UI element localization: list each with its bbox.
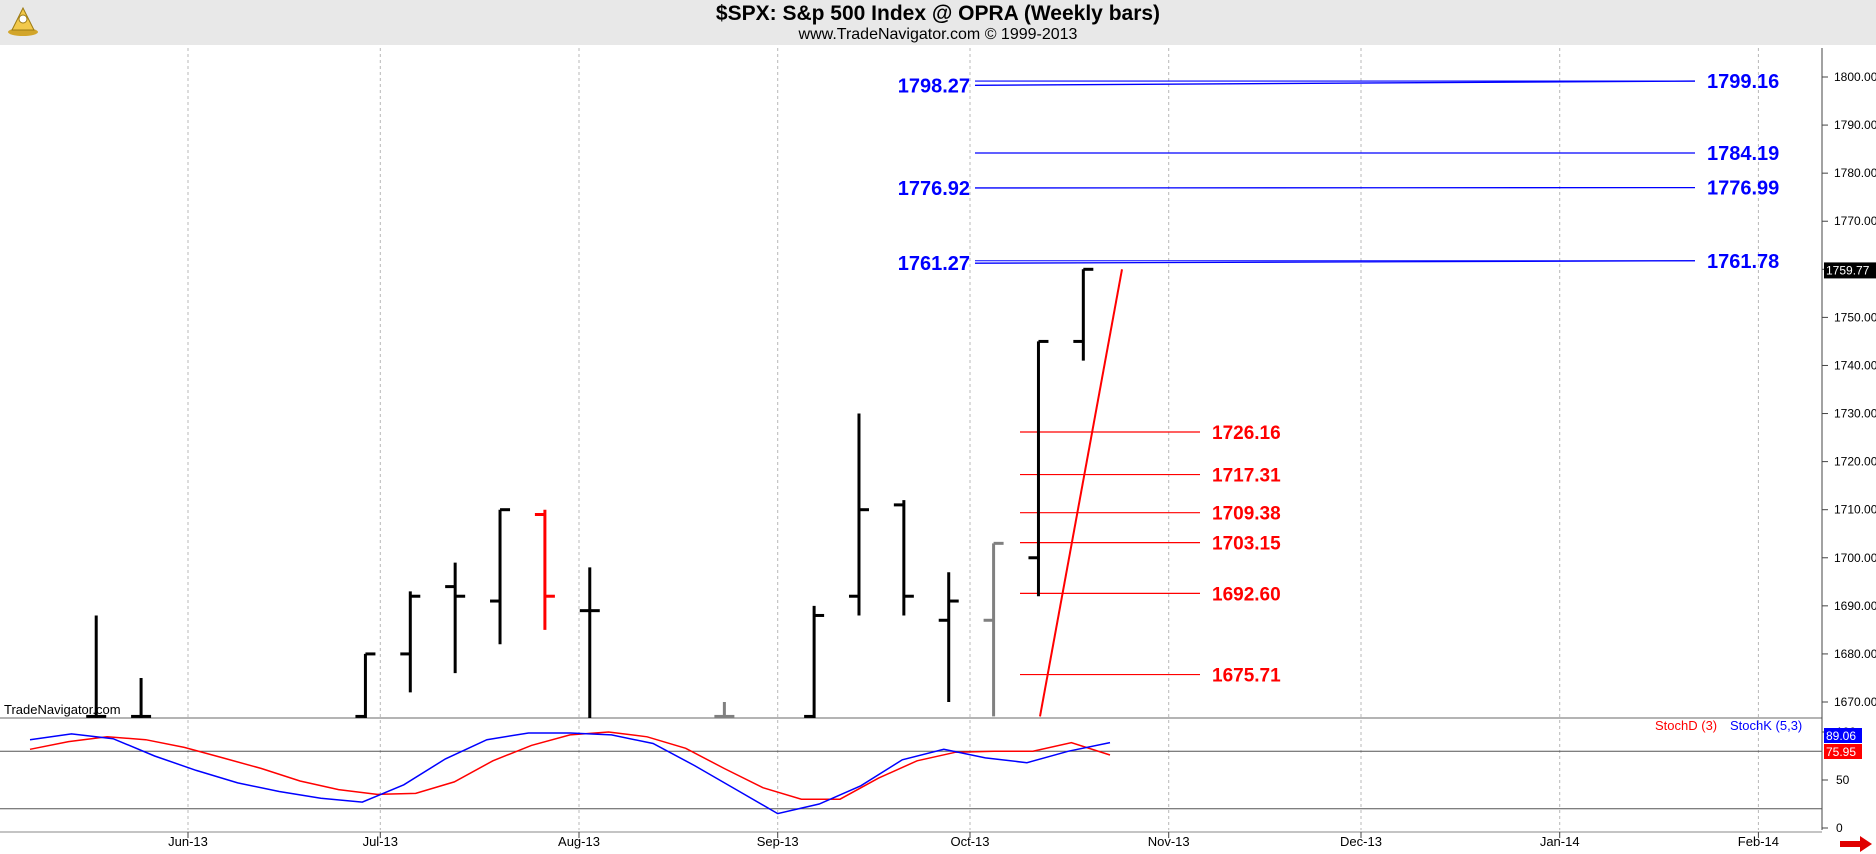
y-tick-label: 1680.00	[1834, 647, 1876, 661]
x-tick-label: Dec-13	[1340, 834, 1382, 849]
y-tick-label: 1700.00	[1834, 551, 1876, 565]
x-tick-label: Nov-13	[1148, 834, 1190, 849]
fib-label: 1726.16	[1212, 423, 1281, 444]
y-tick-label: 1730.00	[1834, 407, 1876, 421]
level-label-right: 1784.19	[1707, 143, 1779, 165]
x-tick-label: Jun-13	[168, 834, 208, 849]
level-label-right: 1761.78	[1707, 251, 1779, 273]
x-tick-label: Feb-14	[1738, 834, 1779, 849]
osc-y-tick-label: 50	[1836, 773, 1850, 787]
level-label-left: 1761.27	[898, 253, 970, 275]
scroll-right-icon[interactable]	[1840, 836, 1872, 852]
level-label-left: 1776.92	[898, 178, 970, 200]
price-bars	[86, 267, 1094, 718]
osc-y-tick-label: 0	[1836, 821, 1843, 835]
y-tick-label: 1690.00	[1834, 599, 1876, 613]
y-tick-label: 1720.00	[1834, 455, 1876, 469]
fib-label: 1703.15	[1212, 534, 1281, 555]
level-label-right: 1799.16	[1707, 71, 1779, 93]
chart-title: $SPX: S&p 500 Index @ OPRA (Weekly bars)	[715, 2, 1161, 25]
chart-header	[0, 0, 1876, 45]
y-tick-label: 1740.00	[1834, 358, 1876, 372]
osc-value-box	[1824, 728, 1862, 743]
last-price-box	[1824, 262, 1876, 279]
level-line	[974, 80, 1696, 86]
time-axis: Jun-13 Jul-13 Aug-13 Sep-13 Oct-13 Nov-13 Dec-…	[168, 832, 1779, 849]
level-label-right: 1776.99	[1707, 178, 1779, 200]
osc-series-line	[29, 732, 1111, 815]
grid	[0, 48, 1823, 833]
x-tick-label: Aug-13	[558, 834, 600, 849]
osc-value-box	[1824, 744, 1862, 759]
chart-area: 1670.00 1680.00 1690.00 1700.00 1710.00 1720.…	[0, 48, 1876, 849]
chart-subtitle: www.TradeNavigator.com © 1999-2013	[798, 26, 1078, 43]
y-tick-label: 1780.00	[1834, 166, 1876, 180]
y-tick-label: 1790.00	[1834, 118, 1876, 132]
legend-stochd: StochD (3)	[1655, 718, 1717, 733]
last-price-label: 1759.77	[1826, 263, 1870, 277]
bars-group	[86, 267, 1094, 718]
price-axis: 1670.00 1680.00 1690.00 1700.00 1710.00 1720.…	[1822, 70, 1876, 709]
x-tick-label: Oct-13	[950, 834, 989, 849]
x-tick-label: Jul-13	[363, 834, 398, 849]
legend-stochk: StochK (5,3)	[1730, 718, 1802, 733]
osc-series-line	[29, 731, 1111, 800]
price-levels: 1798.27 1799.16 1784.19 1776.92 1776.99 1761.…	[898, 71, 1780, 275]
fib-label: 1709.38	[1212, 504, 1281, 525]
logo-icon	[8, 6, 38, 36]
x-tick-label: Sep-13	[757, 834, 799, 849]
watermark: TradeNavigator.com	[4, 702, 121, 717]
x-tick-label: Jan-14	[1540, 834, 1580, 849]
y-tick-label: 1770.00	[1834, 214, 1876, 228]
y-tick-label: 1710.00	[1834, 503, 1876, 517]
fib-label: 1675.71	[1212, 666, 1281, 687]
y-tick-label: 1670.00	[1834, 695, 1876, 709]
fib-levels: 1726.16 1717.31 1709.38 1703.15 1692.60 1675.…	[1020, 269, 1281, 717]
y-tick-label: 1800.00	[1834, 70, 1876, 84]
osc-value-label: 75.95	[1826, 745, 1856, 759]
fib-label: 1717.31	[1212, 466, 1281, 487]
level-label-left: 1798.27	[898, 75, 970, 97]
y-tick-label: 1750.00	[1834, 310, 1876, 324]
osc-value-label: 89.06	[1826, 729, 1856, 743]
fib-label: 1692.60	[1212, 584, 1281, 605]
trend-line	[1039, 269, 1123, 717]
